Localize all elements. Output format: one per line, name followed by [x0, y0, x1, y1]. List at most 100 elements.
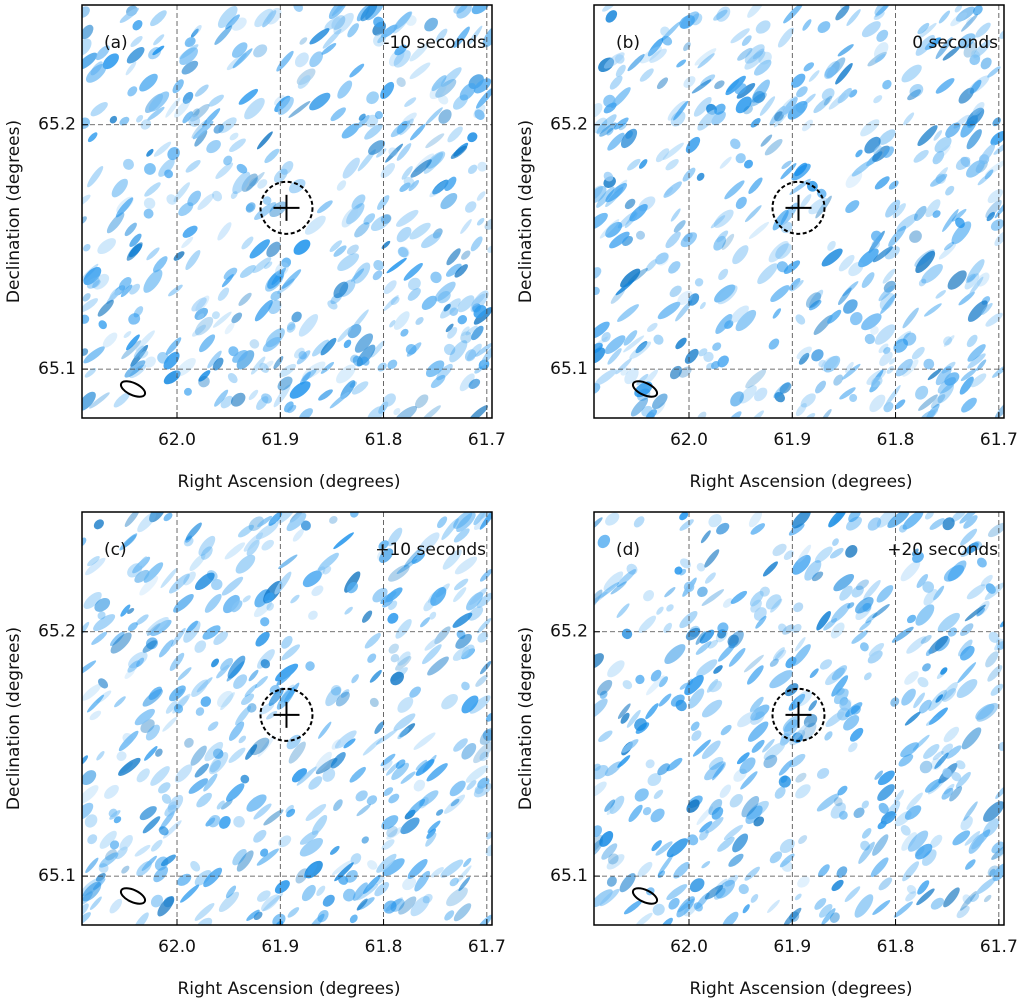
noise-blob: [827, 240, 836, 251]
noise-blob: [609, 75, 623, 90]
noise-blob: [85, 557, 106, 576]
noise-blob: [901, 64, 922, 83]
noise-blob: [825, 667, 845, 686]
noise-blob: [876, 29, 889, 42]
noise-blob: [792, 623, 802, 634]
noise-blob: [281, 269, 302, 289]
noise-blob: [741, 35, 752, 47]
noise-blob: [465, 765, 489, 783]
noise-blob: [440, 859, 464, 878]
noise-blob: [985, 199, 1002, 219]
noise-blob: [434, 626, 451, 645]
noise-blob: [774, 786, 786, 799]
noise-blob: [708, 798, 723, 816]
noise-blob: [114, 696, 126, 708]
noise-blob: [404, 97, 417, 107]
noise-blob: [774, 391, 785, 403]
noise-blob: [839, 387, 856, 400]
noise-blob: [294, 347, 305, 359]
noise-blob: [314, 751, 332, 772]
noise-blob: [823, 95, 833, 106]
noise-blob: [130, 344, 149, 367]
noise-blob: [613, 117, 629, 130]
noise-blob: [329, 240, 343, 253]
noise-blob: [337, 80, 353, 99]
noise-blob: [987, 522, 1004, 538]
noise-blob: [354, 333, 374, 353]
noise-blob: [713, 887, 726, 900]
noise-blob: [273, 384, 291, 408]
noise-blob: [646, 675, 665, 696]
noise-blob: [717, 622, 729, 634]
y-tick-label: 65.1: [550, 359, 588, 379]
noise-blob: [173, 704, 184, 714]
noise-blob: [746, 800, 769, 820]
noise-blob: [196, 792, 212, 808]
x-tick-label: 62.0: [670, 430, 708, 450]
noise-blob: [843, 715, 860, 731]
noise-blob: [960, 816, 973, 831]
noise-blob: [666, 884, 688, 901]
noise-blob: [266, 710, 278, 720]
noise-blob: [260, 848, 269, 857]
noise-blob: [158, 639, 174, 658]
noise-blob: [370, 214, 391, 231]
noise-blob: [82, 802, 94, 820]
noise-blob: [963, 41, 978, 58]
noise-blob: [260, 617, 270, 627]
noise-blob: [256, 396, 269, 411]
noise-blob: [301, 884, 316, 902]
noise-blob: [398, 246, 410, 258]
noise-blob: [594, 781, 607, 797]
noise-blob: [966, 129, 982, 150]
noise-blob: [82, 293, 91, 302]
noise-blob: [181, 60, 199, 75]
noise-blob: [460, 331, 473, 344]
noise-blob: [985, 312, 1003, 327]
noise-blob: [824, 60, 840, 79]
noise-blob: [615, 64, 626, 78]
noise-blob: [128, 651, 148, 669]
noise-blob: [958, 87, 975, 104]
noise-blob: [82, 785, 99, 804]
noise-blob: [245, 202, 256, 213]
noise-blob: [378, 548, 394, 563]
noise-blob: [872, 603, 890, 619]
noise-blob: [129, 233, 142, 247]
noise-blob: [737, 711, 756, 728]
noise-blob: [995, 785, 1004, 799]
noise-blob: [734, 83, 747, 95]
noise-blob: [238, 524, 254, 538]
noise-blob: [467, 132, 478, 143]
x-tick-label: 62.0: [158, 937, 196, 957]
noise-blob: [127, 563, 143, 578]
noise-blob: [165, 700, 178, 714]
noise-blob: [968, 833, 985, 854]
noise-blob: [670, 208, 681, 222]
noise-blob: [214, 25, 233, 45]
noise-blob: [779, 382, 792, 394]
noise-blob: [714, 103, 726, 115]
noise-blob: [407, 277, 421, 291]
noise-blob: [748, 221, 770, 239]
noise-blob: [139, 350, 149, 359]
noise-blob: [904, 671, 919, 685]
noise-blob: [441, 693, 458, 710]
noise-blob: [679, 611, 698, 629]
noise-blob: [459, 83, 476, 101]
noise-blob: [446, 248, 461, 266]
noise-blob: [854, 894, 874, 918]
noise-blob: [392, 11, 411, 34]
noise-blob: [736, 83, 756, 99]
noise-blob: [935, 694, 944, 703]
noise-blob: [413, 779, 426, 792]
noise-blob: [235, 705, 252, 726]
noise-blob: [657, 853, 674, 876]
noise-blob: [400, 817, 420, 835]
noise-blob: [904, 711, 921, 726]
noise-blob: [262, 336, 281, 352]
noise-blob: [872, 145, 890, 162]
noise-blob: [629, 341, 652, 360]
noise-blob: [594, 368, 617, 386]
noise-blob: [744, 866, 760, 881]
